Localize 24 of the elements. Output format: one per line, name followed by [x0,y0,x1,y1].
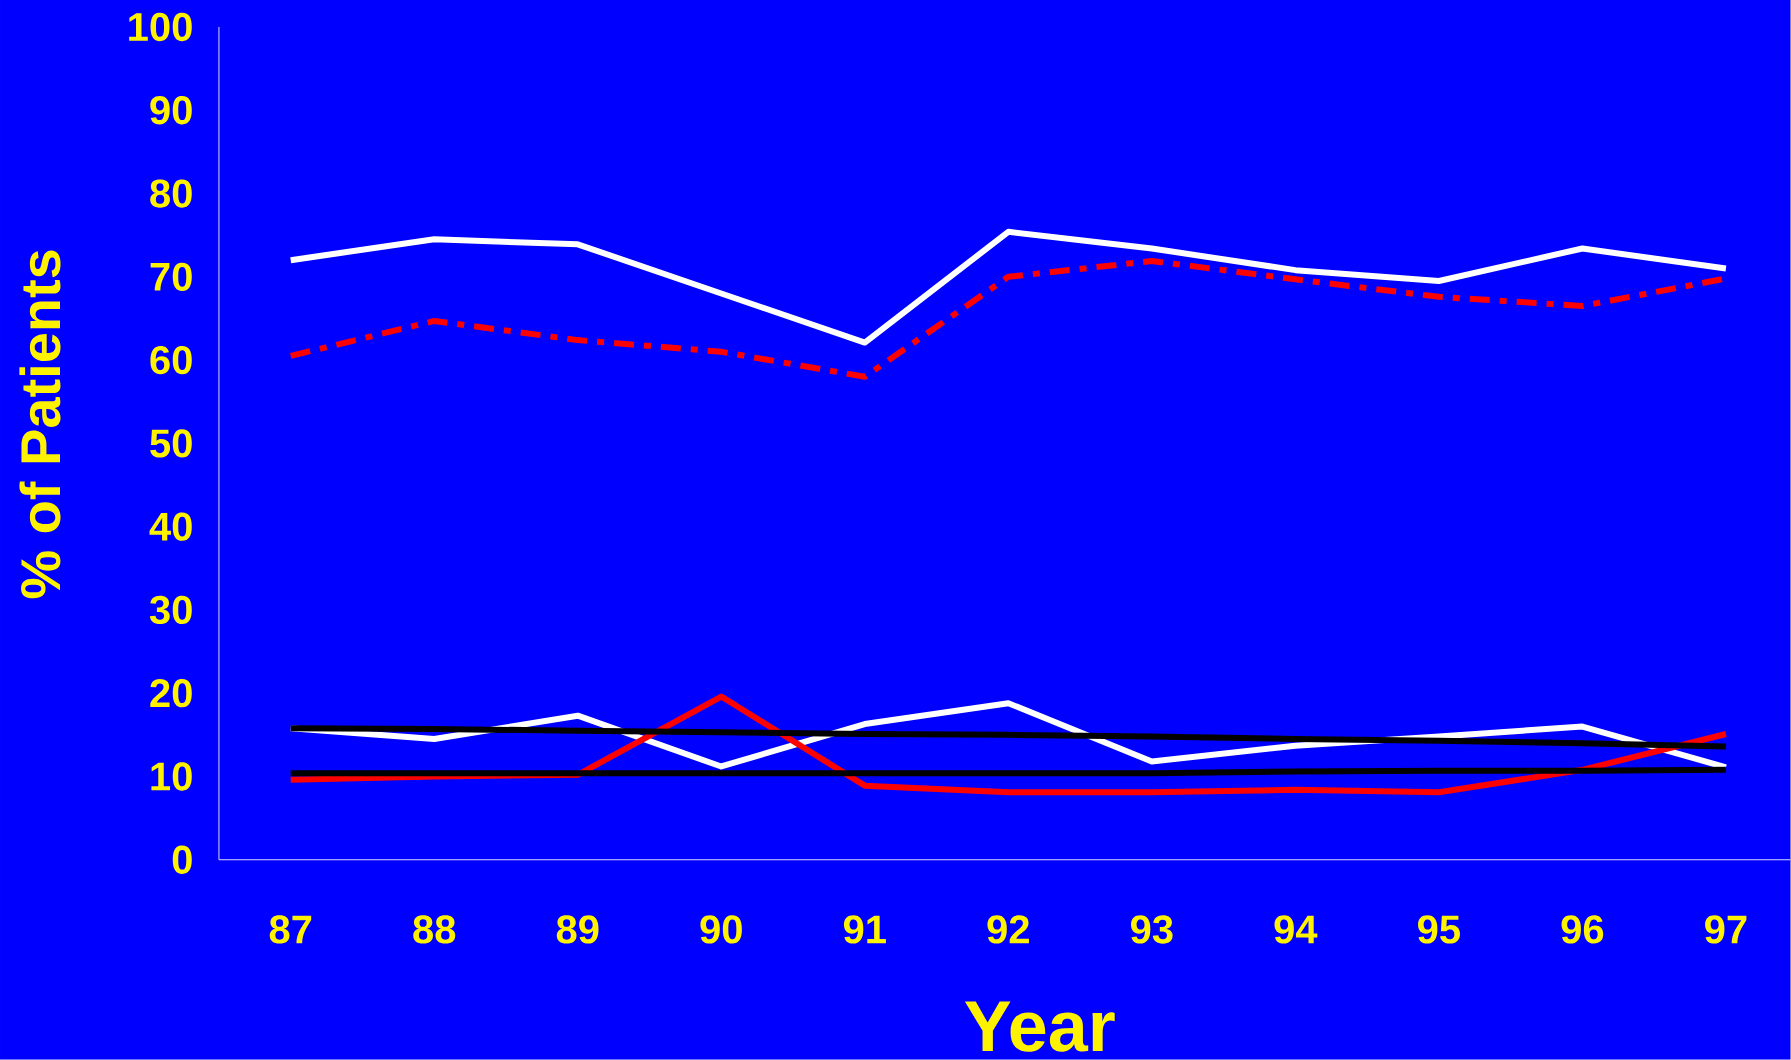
x-tick-label: 96 [1561,915,1604,944]
y-axis-title: % of Patients [19,250,61,599]
x-tick-label: 93 [1130,915,1173,944]
x-axis-title: Year [964,1001,1115,1052]
y-tick-label: 40 [149,512,192,541]
x-tick-label: 90 [700,915,742,944]
x-tick-label: 89 [556,915,599,944]
y-tick-label: 20 [150,679,192,708]
y-tick-label: 0 [172,845,192,875]
y-tick-label: 70 [150,262,192,292]
x-tick-label: 95 [1418,915,1460,944]
y-tick-label: 100 [129,12,192,42]
y-tick-label: 90 [150,96,192,125]
y-tick-label: 30 [149,595,192,625]
x-tick-label: 94 [1274,915,1318,944]
y-tick-label: 60 [150,346,192,375]
x-tick-label: 91 [843,915,886,944]
x-tick-label: 92 [987,915,1029,944]
y-tick-label: 50 [150,429,192,458]
x-tick-label: 88 [413,915,456,944]
y-tick-label: 10 [151,762,192,791]
x-tick-label: 97 [1705,915,1747,944]
x-tick-label: 87 [269,915,312,944]
y-tick-label: 80 [150,179,192,208]
